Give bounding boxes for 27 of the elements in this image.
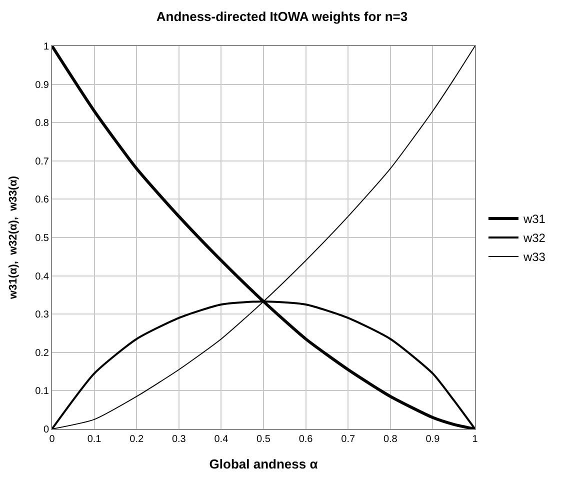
y-tick-label: 0.7: [35, 156, 50, 168]
y-tick-label: 0.8: [35, 118, 50, 130]
legend-label: w31: [522, 212, 546, 226]
y-tick-label: 0.2: [35, 348, 50, 359]
y-axis-title: w31(α), w32(α), w33(α): [8, 176, 20, 300]
y-tick-label: 0.5: [35, 233, 50, 244]
y-tick-label: 0: [43, 424, 50, 436]
y-tick-label: 0.9: [35, 80, 50, 91]
x-tick-label: 0.3: [172, 434, 186, 445]
x-tick-label: 0.7: [341, 434, 356, 445]
y-tick-label: 0.6: [35, 194, 50, 206]
y-tick-label: 0.1: [35, 386, 50, 398]
x-tick-label: 0.1: [87, 434, 102, 445]
x-tick-label: 0.2: [130, 434, 144, 445]
x-tick-label: 0.6: [298, 434, 314, 445]
chart-title: Andness-directed ItOWA weights for n=3: [156, 9, 408, 24]
y-tick-label: 0.4: [35, 271, 50, 282]
x-tick-label: 0.9: [426, 434, 440, 445]
legend-label: w33: [522, 250, 546, 264]
legend-label: w32: [522, 231, 546, 246]
x-tick-label: 0.5: [256, 434, 271, 445]
y-tick-label: 0.3: [35, 310, 50, 321]
x-tick-label: 0.4: [214, 434, 229, 445]
x-tick-label: 0.8: [383, 434, 398, 445]
y-tick-label: 1: [43, 42, 50, 52]
x-axis-title: Global andness α: [209, 456, 318, 472]
x-tick-label: 1: [472, 434, 478, 445]
